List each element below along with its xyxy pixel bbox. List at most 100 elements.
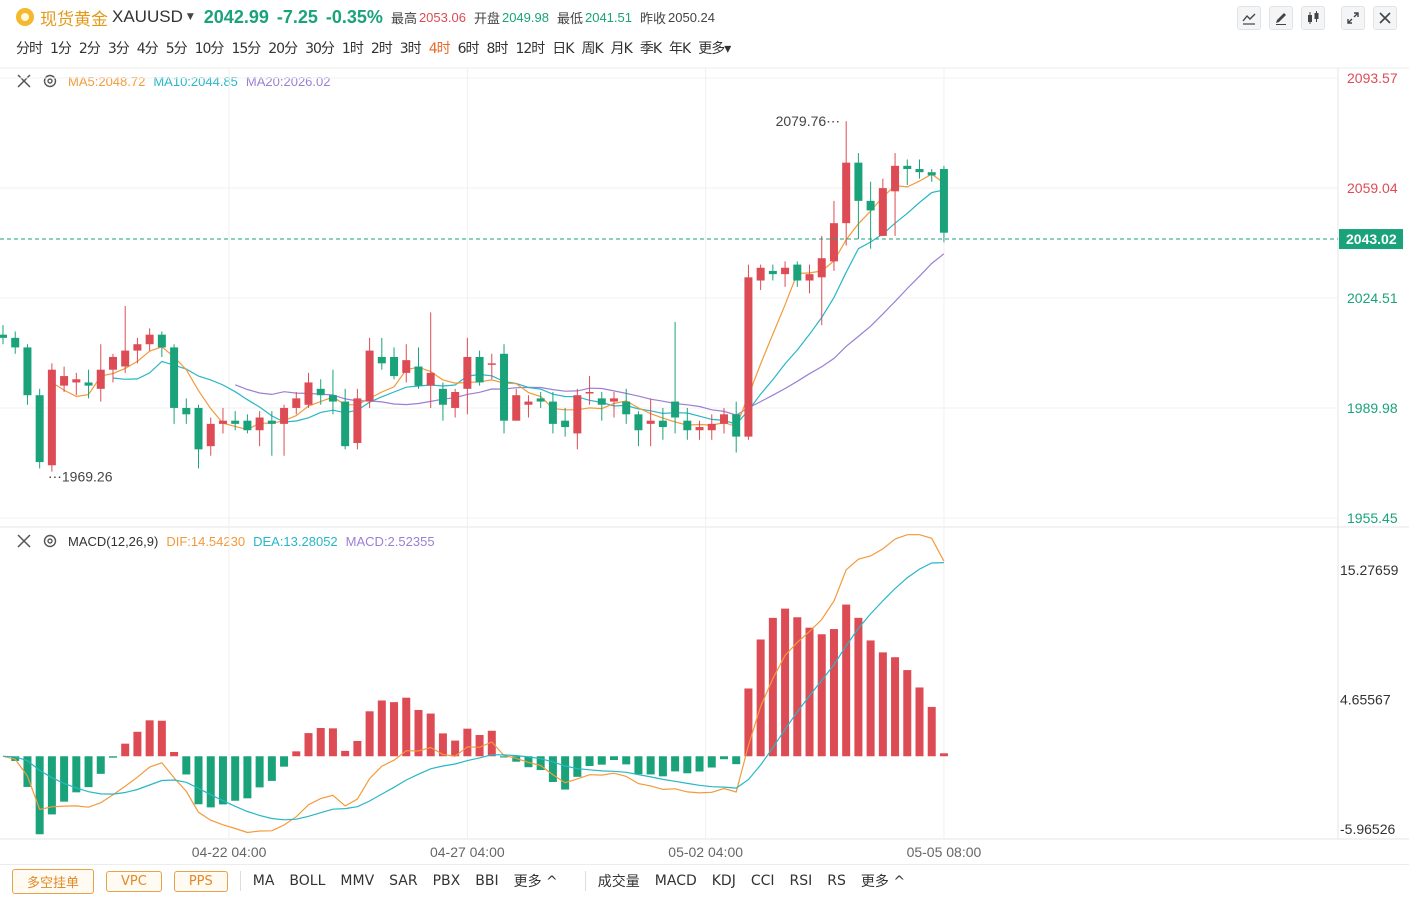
candle: [781, 261, 790, 287]
y-tick-label: 1989.98: [1347, 400, 1398, 416]
candle: [11, 331, 20, 354]
period-tab[interactable]: 15分: [231, 41, 261, 57]
divider: [239, 871, 241, 891]
period-tab[interactable]: 年K: [669, 41, 691, 57]
sub-indicator-button[interactable]: RS: [827, 873, 846, 889]
macd-histogram-bar: [829, 629, 838, 757]
high-label: 最高: [390, 11, 417, 27]
macd-histogram-bar: [866, 640, 875, 757]
period-tab[interactable]: 2分: [78, 41, 101, 57]
main-indicator-button[interactable]: 更多 ^: [513, 874, 558, 890]
candle-body: [182, 407, 191, 415]
main-indicator-button[interactable]: MA: [252, 873, 275, 889]
macd-histogram-bar: [756, 639, 765, 757]
close-button[interactable]: [1373, 6, 1397, 30]
symbol-code[interactable]: XAUUSD: [112, 7, 183, 26]
order-panel-button[interactable]: 多空挂单: [12, 868, 95, 894]
period-tab[interactable]: 日K: [552, 41, 574, 57]
order-panel-button[interactable]: PPS: [173, 870, 228, 892]
symbol-dropdown-icon[interactable]: ▼: [186, 12, 194, 22]
period-tab[interactable]: 2时: [370, 41, 393, 57]
candle: [939, 165, 948, 243]
main-indicator-button[interactable]: BBI: [475, 873, 499, 889]
period-tab[interactable]: 分时: [16, 41, 43, 57]
sub-indicator-button[interactable]: KDJ: [711, 873, 736, 889]
line-chart-button[interactable]: [1237, 6, 1261, 30]
candle: [695, 420, 704, 440]
candle-body: [206, 423, 215, 447]
sub-indicator-button[interactable]: MACD: [654, 873, 697, 889]
macd-histogram-bar: [891, 657, 900, 757]
macd-histogram-bar: [585, 756, 594, 766]
candle: [585, 376, 594, 405]
candle-body: [854, 162, 863, 201]
candle-body: [683, 420, 692, 431]
sub-indicator-button[interactable]: CCI: [750, 873, 775, 889]
x-tick-label: 04-27 04:00: [430, 844, 505, 860]
sub-indicator-button[interactable]: 成交量: [597, 874, 640, 890]
macd-histogram-bar: [267, 756, 276, 781]
period-tab[interactable]: 12时: [515, 41, 545, 57]
dea-line: [2, 562, 944, 821]
prev-close-label: 昨收: [639, 11, 666, 27]
period-tab[interactable]: 4分: [136, 41, 159, 57]
candle: [817, 235, 826, 326]
candle-body: [500, 353, 509, 421]
period-tab[interactable]: 4时: [428, 41, 451, 57]
macd-histogram-bar: [634, 756, 643, 775]
period-tab[interactable]: 3时: [399, 41, 422, 57]
period-tab[interactable]: 1时: [341, 41, 364, 57]
line-chart-icon: [1242, 13, 1256, 25]
main-indicator-button[interactable]: BOLL: [289, 873, 326, 889]
symbol-name: 现货黄金: [40, 9, 108, 30]
sub-indicator-button[interactable]: 更多 ^: [860, 874, 906, 890]
macd-panel: [2, 534, 948, 835]
period-tab[interactable]: 周K: [581, 41, 603, 57]
hide-ma-icon[interactable]: [16, 73, 32, 89]
candle-body: [304, 382, 313, 405]
candle-body: [622, 401, 631, 415]
macd-histogram-bar: [878, 652, 887, 757]
gold-coin-icon: [16, 8, 34, 26]
period-tab[interactable]: 3分: [107, 41, 130, 57]
fullscreen-button[interactable]: [1341, 6, 1365, 30]
period-tab[interactable]: 20分: [268, 41, 298, 57]
order-panel-button[interactable]: VPC: [106, 870, 162, 892]
candle-style-button[interactable]: [1301, 6, 1325, 30]
ma10-label: MA10:2044.85: [153, 73, 238, 89]
macd-settings-gear-icon[interactable]: [42, 533, 58, 549]
candle-body: [328, 395, 337, 402]
candle-body: [707, 423, 716, 431]
period-tab[interactable]: 季K: [639, 41, 662, 57]
candle-body: [218, 420, 227, 424]
period-tab[interactable]: 6时: [457, 41, 480, 57]
period-tab[interactable]: 1分: [50, 41, 72, 57]
period-tab[interactable]: 10分: [194, 41, 225, 57]
macd-histogram-bar: [96, 756, 105, 774]
ma-settings-gear-icon[interactable]: [42, 73, 58, 89]
candle-body: [72, 379, 81, 383]
candle-body: [402, 360, 411, 373]
macd-histogram-bar: [573, 756, 582, 777]
sub-indicator-button[interactable]: RSI: [789, 873, 813, 889]
period-tab[interactable]: 30分: [305, 41, 335, 57]
draw-button[interactable]: [1269, 6, 1293, 30]
ma-legend: MA5:2048.72 MA10:2044.85 MA20:2026.02: [16, 73, 339, 89]
candle: [475, 350, 484, 386]
period-tab[interactable]: 5分: [165, 41, 188, 57]
macd-histogram-bar: [512, 756, 521, 762]
main-indicator-button[interactable]: PBX: [432, 873, 461, 889]
macd-histogram-bar: [561, 756, 570, 790]
macd-histogram-bar: [463, 728, 472, 757]
main-indicator-button[interactable]: SAR: [389, 873, 418, 889]
candle-body: [231, 420, 240, 424]
period-tab[interactable]: 更多▾: [698, 41, 731, 57]
period-tab[interactable]: 8时: [486, 41, 509, 57]
y-tick-label: 1955.45: [1347, 510, 1398, 526]
macd-histogram-bar: [781, 608, 790, 757]
candle: [35, 388, 44, 469]
main-indicator-button[interactable]: MMV: [340, 873, 375, 889]
dea-label: DEA:13.28052: [253, 533, 338, 549]
period-tab[interactable]: 月K: [610, 41, 633, 57]
hide-macd-icon[interactable]: [16, 533, 32, 549]
